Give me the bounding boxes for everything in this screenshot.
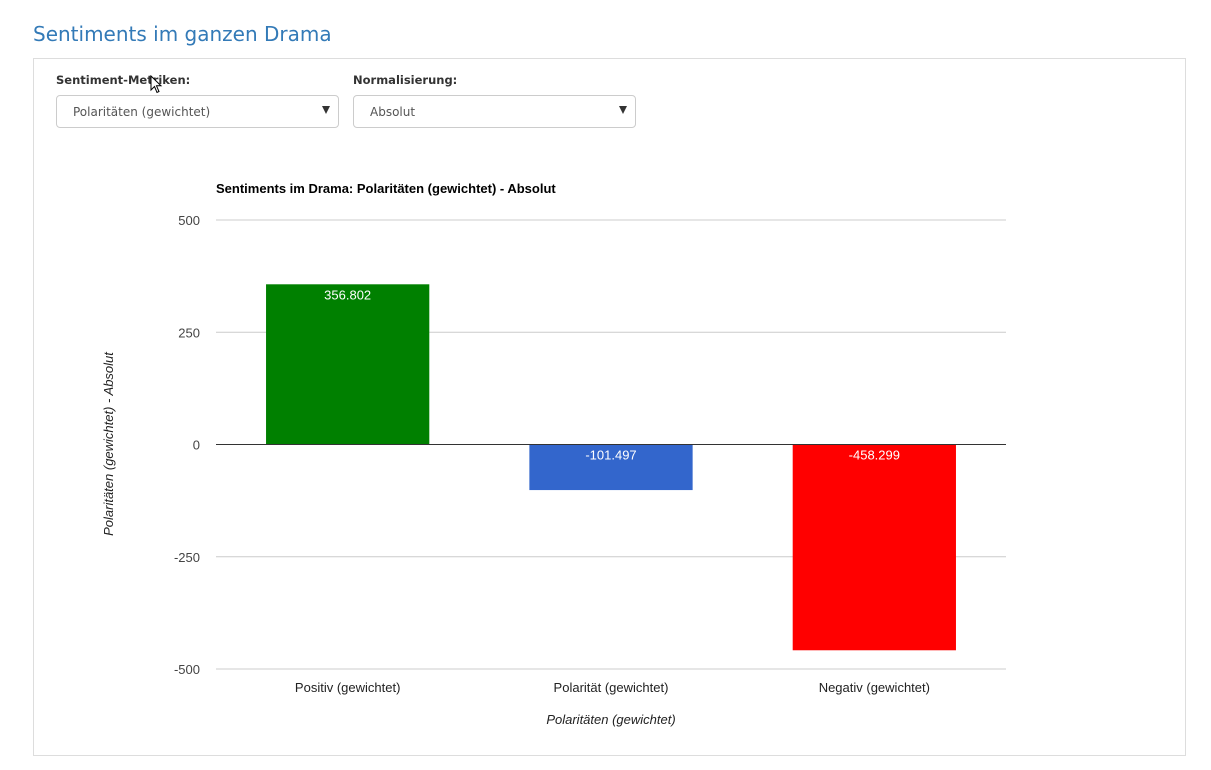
chart-title: Sentiments im Drama: Polaritäten (gewich… bbox=[216, 181, 556, 196]
normalization-select[interactable]: Absolut bbox=[353, 95, 636, 128]
x-tick-label: Positiv (gewichtet) bbox=[295, 680, 400, 695]
dropdown-arrow-icon bbox=[619, 106, 627, 114]
sentiment-panel: Sentiment-Metriken: Polaritäten (gewicht… bbox=[33, 58, 1186, 756]
bar-1[interactable] bbox=[266, 284, 430, 445]
bar-value-label: -101.497 bbox=[585, 448, 636, 463]
sentiment-bar-chart: Sentiments im Drama: Polaritäten (gewich… bbox=[101, 181, 1006, 727]
x-axis-ticks: Positiv (gewichtet) Polarität (gewichtet)… bbox=[295, 680, 930, 695]
metric-control: Sentiment-Metriken: Polaritäten (gewicht… bbox=[56, 73, 339, 128]
bar-value-label: -458.299 bbox=[849, 448, 900, 463]
mouse-cursor-icon bbox=[150, 75, 163, 94]
y-tick-label: 250 bbox=[178, 325, 200, 340]
y-axis-title: Polaritäten (gewichtet) - Absolut bbox=[101, 351, 116, 536]
metric-select-value: Polaritäten (gewichtet) bbox=[73, 105, 211, 119]
y-tick-label: -250 bbox=[174, 550, 200, 565]
bars bbox=[266, 284, 956, 651]
bar-2[interactable] bbox=[529, 444, 693, 491]
y-tick-label: -500 bbox=[174, 662, 200, 677]
normalization-select-value: Absolut bbox=[370, 105, 416, 119]
dropdown-arrow-icon bbox=[322, 106, 330, 114]
y-tick-label: 500 bbox=[178, 213, 200, 228]
normalization-control: Normalisierung: Absolut bbox=[353, 73, 636, 128]
bar-value-label: 356.802 bbox=[324, 287, 371, 302]
page-title: Sentiments im ganzen Drama bbox=[33, 22, 332, 46]
metric-select[interactable]: Polaritäten (gewichtet) bbox=[56, 95, 339, 128]
x-tick-label: Polarität (gewichtet) bbox=[554, 680, 669, 695]
bar-3[interactable] bbox=[792, 444, 956, 651]
x-axis-title: Polaritäten (gewichtet) bbox=[546, 712, 675, 727]
y-tick-label: 0 bbox=[193, 438, 200, 453]
normalization-label: Normalisierung: bbox=[353, 73, 458, 87]
x-tick-label: Negativ (gewichtet) bbox=[819, 680, 930, 695]
data-labels: 356.802 -101.497 -458.299 bbox=[324, 287, 900, 462]
y-axis-ticks: 500 250 0 -250 -500 bbox=[174, 213, 200, 677]
